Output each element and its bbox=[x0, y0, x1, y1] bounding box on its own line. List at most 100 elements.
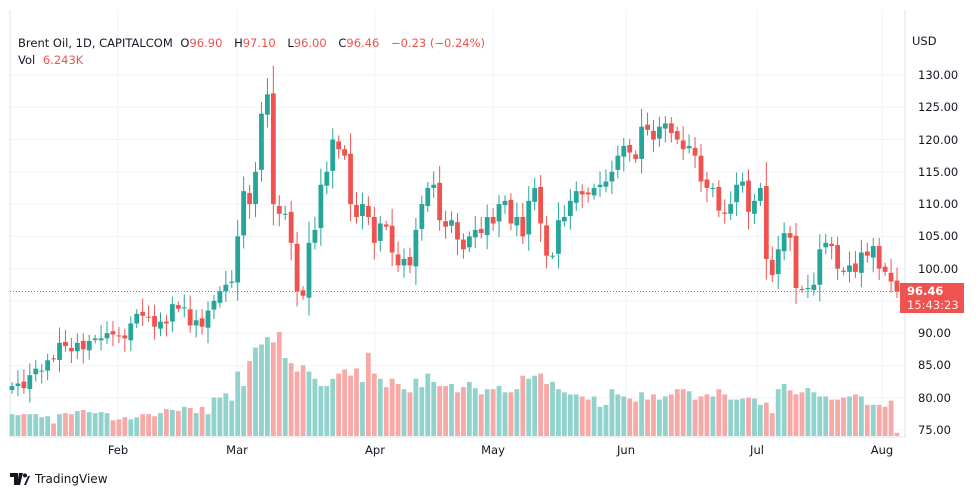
candle-body bbox=[674, 131, 680, 140]
volume-bar bbox=[360, 381, 365, 436]
volume-bar bbox=[211, 397, 217, 436]
volume-bar bbox=[371, 373, 377, 436]
volume-bar bbox=[627, 398, 633, 436]
x-tick-label: Feb bbox=[107, 443, 129, 457]
chart-legend: Brent Oil, 1D, CAPITALCOM O96.90 H97.10 … bbox=[18, 35, 489, 69]
volume-bar bbox=[169, 410, 175, 436]
candle-body bbox=[175, 305, 181, 309]
candle-body bbox=[110, 331, 116, 335]
volume-bar bbox=[336, 373, 342, 436]
tradingview-logo[interactable]: TradingView bbox=[10, 472, 108, 486]
volume-bar bbox=[270, 342, 276, 436]
candle-body bbox=[270, 93, 276, 205]
candle-body bbox=[21, 381, 27, 389]
candle-body bbox=[662, 123, 668, 129]
volume-bar bbox=[443, 386, 448, 436]
volume-bar bbox=[633, 401, 639, 436]
volume-bar bbox=[734, 399, 740, 436]
volume-bar bbox=[508, 392, 514, 436]
candle-body bbox=[265, 94, 270, 115]
candle-body bbox=[116, 335, 122, 337]
volume-bar bbox=[763, 402, 769, 436]
volume-bar bbox=[716, 389, 722, 436]
volume-bar bbox=[39, 417, 45, 436]
candle-body bbox=[330, 139, 336, 171]
volume-bar bbox=[80, 410, 86, 436]
candle-body bbox=[443, 221, 448, 227]
high-label: H bbox=[234, 36, 243, 50]
close-value: 96.46 bbox=[346, 36, 380, 50]
volume-bar bbox=[116, 419, 122, 436]
candle-body bbox=[621, 145, 627, 157]
candle-body bbox=[781, 233, 787, 252]
vol-label: Vol bbox=[18, 53, 36, 67]
volume-bar bbox=[722, 394, 728, 436]
volume-bar bbox=[407, 392, 413, 436]
volume-bar bbox=[425, 373, 431, 436]
candle-body bbox=[894, 280, 900, 292]
x-tick-label: May bbox=[481, 443, 505, 457]
candle-body bbox=[288, 211, 294, 243]
candle-body bbox=[603, 181, 609, 187]
volume-bar bbox=[229, 400, 235, 436]
volume-bar bbox=[752, 398, 757, 436]
volume-bar bbox=[847, 396, 852, 436]
candle-body bbox=[276, 206, 282, 214]
tradingview-label: TradingView bbox=[35, 472, 108, 486]
candle-body bbox=[455, 222, 460, 240]
volume-bar bbox=[306, 371, 312, 436]
candle-body bbox=[181, 307, 187, 309]
volume-bar bbox=[389, 378, 395, 436]
candle-body bbox=[187, 309, 193, 326]
volume-bar bbox=[164, 408, 169, 436]
volume-bar bbox=[597, 406, 603, 436]
candle-body bbox=[431, 184, 437, 188]
volume-bar bbox=[490, 389, 496, 436]
y-tick-label: 105.00 bbox=[918, 229, 959, 244]
volume-bar bbox=[793, 394, 799, 436]
candle-body bbox=[544, 225, 549, 256]
volume-bar bbox=[241, 386, 247, 436]
candle-body bbox=[217, 291, 223, 303]
volume-bar bbox=[330, 378, 336, 436]
candle-body bbox=[211, 300, 217, 310]
candle-body bbox=[348, 153, 353, 205]
candle-body bbox=[775, 249, 781, 275]
candle-body bbox=[734, 184, 740, 203]
volume-bar bbox=[609, 389, 615, 436]
volume-bar bbox=[680, 389, 686, 436]
volume-bar bbox=[668, 394, 674, 436]
candle-body bbox=[15, 383, 21, 387]
candle-body bbox=[437, 182, 443, 221]
volume-bar bbox=[92, 413, 98, 436]
volume-bar bbox=[888, 400, 894, 436]
volume-bar bbox=[193, 413, 199, 436]
volume-bar bbox=[247, 361, 252, 436]
candle-body bbox=[282, 213, 288, 215]
candle-body bbox=[425, 187, 431, 207]
candle-body bbox=[413, 229, 419, 267]
volume-bar bbox=[57, 414, 62, 436]
volume-bar bbox=[532, 375, 538, 436]
candle-body bbox=[466, 236, 472, 248]
candle-body bbox=[502, 200, 508, 206]
candle-body bbox=[876, 246, 882, 269]
candle-body bbox=[80, 340, 86, 350]
candle-body bbox=[33, 368, 39, 375]
volume-bar bbox=[282, 358, 288, 436]
candle-body bbox=[51, 358, 56, 360]
candle-body bbox=[104, 333, 110, 339]
candle-body bbox=[870, 246, 876, 258]
currency-label[interactable]: USD bbox=[912, 34, 937, 48]
volume-bar bbox=[466, 381, 472, 436]
volume-bar bbox=[556, 389, 561, 436]
candle-body bbox=[306, 242, 312, 298]
y-tick-label: 90.00 bbox=[918, 326, 951, 341]
volume-bar bbox=[68, 414, 74, 436]
open-value: 96.90 bbox=[189, 36, 223, 50]
candle-body bbox=[627, 145, 633, 153]
volume-bar bbox=[146, 414, 152, 436]
volume-bar bbox=[223, 393, 229, 436]
volume-bar bbox=[140, 414, 146, 436]
